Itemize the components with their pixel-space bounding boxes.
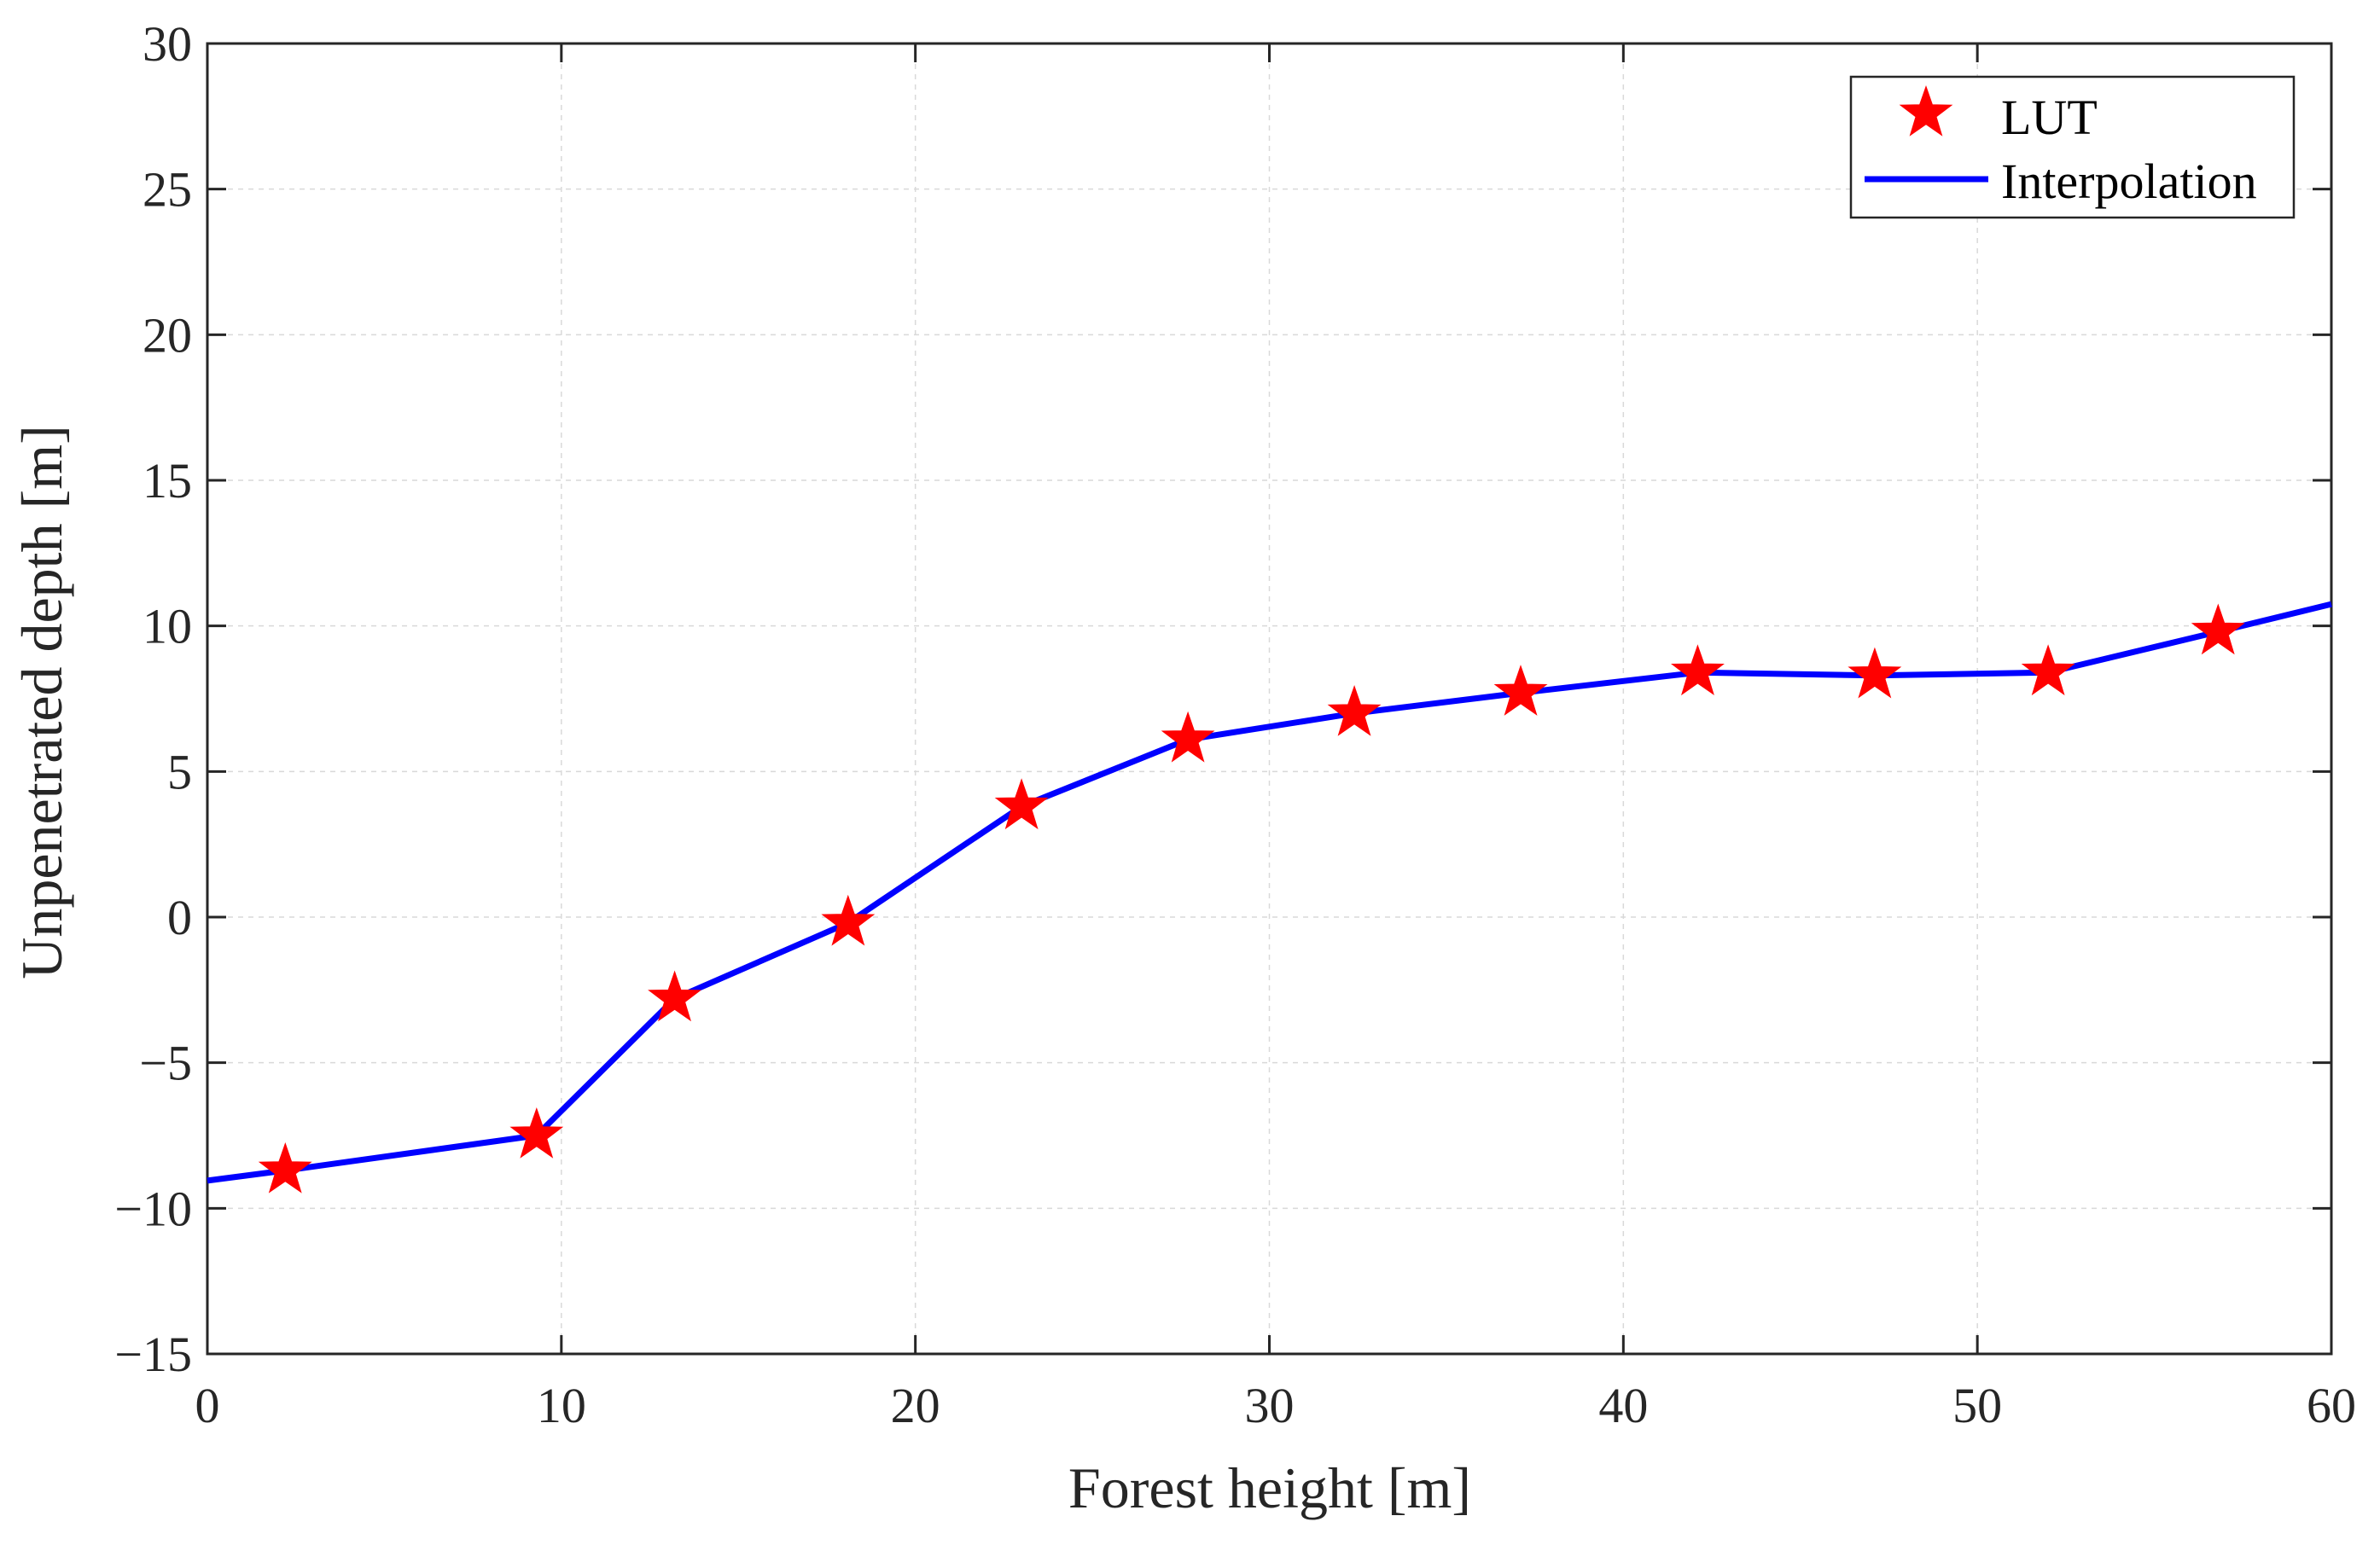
lut-point: [994, 778, 1049, 830]
x-tick-labels: 0 10 20 30 40 50 60: [195, 1378, 2357, 1433]
lut-point: [648, 970, 701, 1022]
legend-lut-star-icon: [1899, 84, 1953, 136]
x-tick-label: 0: [195, 1378, 220, 1433]
x-tick-label: 40: [1598, 1378, 1648, 1433]
x-tick-label: 20: [891, 1378, 940, 1433]
y-tick-label: 0: [167, 890, 192, 945]
x-tick-label: 50: [1952, 1378, 2002, 1433]
y-tick-label: −5: [139, 1036, 192, 1091]
lut-point: [1161, 711, 1215, 763]
lut-point: [2191, 603, 2245, 655]
x-tick-label: 60: [2307, 1378, 2356, 1433]
lut-point: [1671, 644, 1725, 696]
lut-point: [1493, 665, 1548, 716]
x-tick-label: 30: [1245, 1378, 1295, 1433]
series-layer: [207, 601, 2332, 1194]
lut-point: [509, 1106, 564, 1159]
y-tick-label: 15: [143, 453, 192, 508]
y-axis-label: Unpenetrated depth [m]: [9, 425, 74, 979]
lut-point: [1848, 647, 1902, 699]
interpolation-line: [207, 601, 2332, 1184]
y-tick-label: 10: [143, 599, 192, 654]
y-tick-label: 5: [167, 744, 192, 799]
y-tick-label: 25: [143, 162, 192, 218]
lut-point: [258, 1141, 312, 1194]
legend-star-shape: [1899, 84, 1953, 136]
y-tick-label: 20: [143, 307, 192, 363]
legend-label-interpolation: Interpolation: [2001, 154, 2257, 209]
legend-label-lut: LUT: [2001, 90, 2098, 145]
y-tick-labels: −15 −10 −5 0 5 10 15 20 25 30: [114, 16, 192, 1382]
legend[interactable]: LUT Interpolation: [1849, 75, 2296, 219]
x-tick-label: 10: [537, 1378, 586, 1433]
lut-point: [1327, 685, 1382, 736]
x-axis-label: Forest height [m]: [1068, 1455, 1471, 1520]
lut-point: [821, 894, 876, 946]
y-tick-label: −15: [114, 1327, 192, 1382]
axis-ticks: [206, 42, 2333, 1356]
lut-point: [2021, 644, 2075, 696]
y-tick-label: 30: [143, 16, 192, 72]
y-tick-label: −10: [114, 1181, 192, 1236]
